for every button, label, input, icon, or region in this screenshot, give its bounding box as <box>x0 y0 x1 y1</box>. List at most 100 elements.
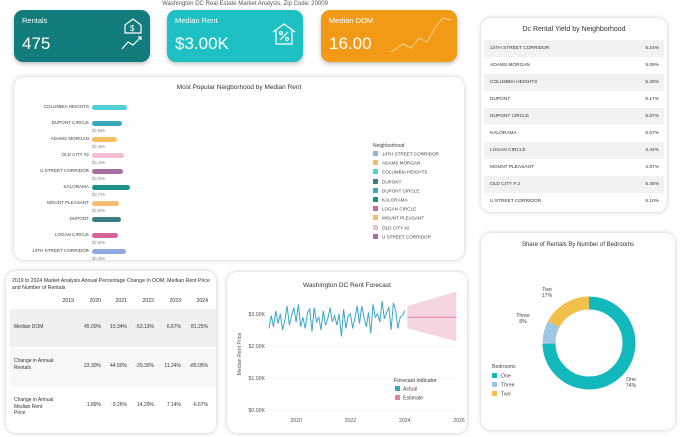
bar <box>92 217 121 222</box>
actual-line <box>268 301 406 337</box>
legend-label: Actual <box>403 387 417 393</box>
yield-value: 5.26% <box>645 80 659 85</box>
legend-label: KALORAMA <box>382 197 408 203</box>
kpi-rentals-card[interactable]: Rentals 475 $ <box>14 10 150 62</box>
slice-value: 17% <box>541 293 553 299</box>
slice-name: Three <box>516 313 530 319</box>
chart-title: Share of Rentals By Number of Bedrooms <box>521 242 635 248</box>
legend-item: KALORAMA <box>373 197 408 203</box>
bar-category-label: 14TH STREET CORRIDOR <box>32 248 89 253</box>
legend-swatch <box>373 206 378 212</box>
chart-title: Washington DC Rent Forecast <box>303 282 391 289</box>
legend-item: DUPONT <box>373 178 401 184</box>
table-cell: -85.05% <box>189 363 208 369</box>
kpi-median-rent-card[interactable]: Median Rent $3.00K <box>167 10 303 62</box>
yield-neighborhood: MOUNT PLEASANT <box>490 165 534 170</box>
legend-label: COLUMBIA HEIGHTS <box>382 169 428 175</box>
bar-value-label: $2.50K <box>92 240 106 245</box>
legend-label: OLD CITY #2 <box>382 225 410 231</box>
yield-neighborhood: DUPONT CIRCLE <box>490 114 530 119</box>
table-header-year: 2023 <box>169 298 181 304</box>
yield-row: U STREET CORRIDOR 6.10% <box>484 193 664 210</box>
table-header-year: 2019 <box>62 298 74 304</box>
yield-value: 5.09% <box>645 63 659 68</box>
legend-title: Bedrooms <box>492 364 516 370</box>
yield-neighborhood: LOGAN CIRCLE <box>490 148 526 153</box>
yield-row: OLD CITY # 2 5.45% <box>484 176 664 193</box>
y-tick-label: $3.00K <box>249 312 266 318</box>
bar-value-label: $3.00K <box>92 176 106 181</box>
legend-swatch <box>373 224 378 230</box>
donut-slice <box>542 296 636 390</box>
legend-swatch <box>373 178 378 184</box>
bar-value-label: $3.30K <box>92 256 106 260</box>
bar-value-label: $3.15K <box>92 160 106 165</box>
y-tick-label: $1.00K <box>249 376 266 382</box>
bar-category-label: U STREET CORRIDOR <box>40 168 89 173</box>
legend-item: MOUNT PLEASANT <box>373 215 424 221</box>
yield-row: 14TH STREET CORRIDOR 5.24% <box>484 40 664 57</box>
bar <box>92 121 123 126</box>
bar <box>92 249 126 254</box>
table-title: 2019 to 2024 Market Analysis Annual Perc… <box>12 278 210 291</box>
bar <box>92 233 118 238</box>
legend-swatch <box>373 197 378 202</box>
table-cell: -9.26% <box>111 402 127 408</box>
bar-value-label: $3.77K <box>92 192 106 197</box>
yield-neighborhood: ADAMS MORGAN <box>490 63 530 68</box>
legend-item: DUPONT CIRCLE <box>373 187 420 194</box>
yield-row: COLUMBIA HEIGHTS 5.26% <box>484 74 664 91</box>
legend-title: Forecast indicator <box>394 378 437 384</box>
table-cell: 44.50% <box>110 363 127 369</box>
legend-item: ADAMS MORGAN <box>373 160 420 166</box>
yield-value: 4.87% <box>645 165 659 170</box>
kpi-label: Median Rent <box>175 16 218 25</box>
slice-name: One <box>626 377 636 383</box>
legend-label: Three <box>501 382 515 389</box>
table-cell: -53.13% <box>135 324 154 330</box>
yield-value: 5.57% <box>645 131 659 136</box>
yield-value: 5.17% <box>645 97 659 102</box>
house-percent-icon <box>272 23 296 45</box>
kpi-label: Median DOM <box>329 16 374 25</box>
legend-label: Two <box>501 391 511 398</box>
table-cell: -6.67% <box>192 402 208 408</box>
legend-label: LOGAN CIRCLE <box>382 206 417 212</box>
yield-neighborhood: OLD CITY # 2 <box>490 182 521 187</box>
legend-swatch <box>373 187 378 193</box>
forecast-chart: $3.00K $2.00K $1.00K $0.00K 2020 2022 2024 2026… <box>237 291 465 424</box>
legend-label: One <box>501 373 511 380</box>
table-cell: 45.00% <box>84 324 101 330</box>
sparkline-icon <box>390 17 452 53</box>
table-header-year: 2020 <box>89 298 101 304</box>
kpi-median-dom-card[interactable]: Median DOM 16.00 <box>321 10 457 62</box>
legend-swatch <box>373 169 378 175</box>
legend-item: COLUMBIA HEIGHTS <box>373 169 427 175</box>
slice-label: Three 8% <box>515 313 531 325</box>
legend-label: U STREET CORRIDOR <box>382 234 431 240</box>
table-cell: 23.30% <box>84 363 101 369</box>
table-cell: 1.89% <box>86 402 101 408</box>
bar <box>92 137 117 142</box>
bar-value-label: $2.60K <box>92 208 106 213</box>
legend-swatch <box>492 373 497 378</box>
legend-item: U STREET CORRIDOR <box>373 233 431 240</box>
bar-category-label: DUPONT CIRCLE <box>51 120 89 125</box>
table-header-year: 2024 <box>196 298 208 304</box>
forecast-band <box>407 291 457 342</box>
yield-row: DUPONT 5.17% <box>484 91 664 108</box>
legend-swatch <box>373 151 378 156</box>
yield-value: 5.57% <box>645 114 659 119</box>
legend-label: DUPONT CIRCLE <box>382 188 420 194</box>
yield-value: 5.24% <box>645 46 659 51</box>
legend-title: Neighborhood <box>373 143 405 149</box>
house-dollar-chart-icon: $ <box>121 18 142 50</box>
table-header-year: 2021 <box>115 298 127 304</box>
yield-value: 6.10% <box>645 199 659 204</box>
donut-chart <box>542 296 636 390</box>
kpi-value: $3.00K <box>175 34 229 53</box>
y-tick-label: $2.00K <box>249 344 266 350</box>
legend-swatch <box>373 160 378 166</box>
chart-title: Most Popular Neigborhood by Median Rent <box>176 84 302 91</box>
